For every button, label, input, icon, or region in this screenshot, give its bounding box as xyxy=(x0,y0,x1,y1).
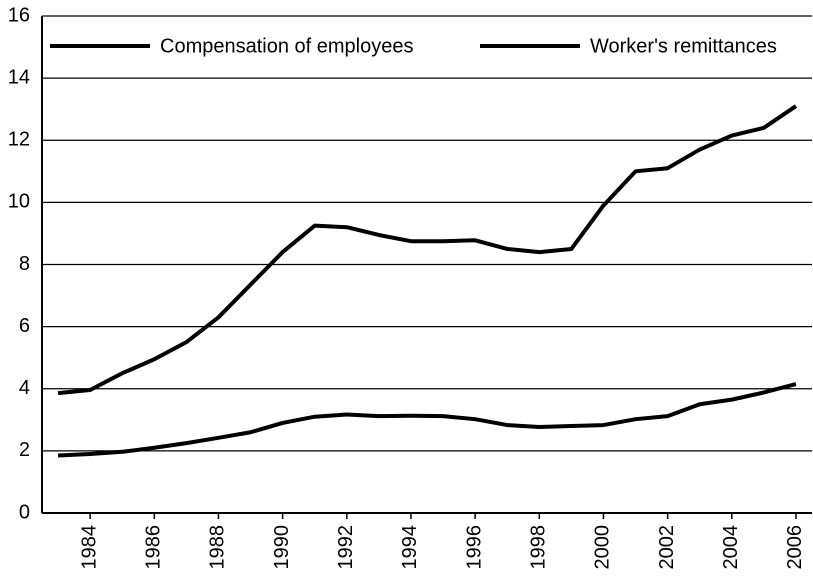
x-tick-label: 2004 xyxy=(720,525,742,570)
y-tick-label: 16 xyxy=(8,4,30,26)
x-tick-label: 1984 xyxy=(78,525,100,570)
legend-label: Compensation of employees xyxy=(160,35,413,57)
x-tick-label: 1988 xyxy=(207,525,229,570)
y-tick-label: 4 xyxy=(19,377,30,399)
x-tick-label: 1990 xyxy=(271,525,293,570)
x-tick-label: 1986 xyxy=(143,525,165,570)
y-tick-label: 8 xyxy=(19,253,30,275)
x-tick-label: 1998 xyxy=(528,525,550,570)
y-tick-label: 6 xyxy=(19,315,30,337)
line xyxy=(57,104,798,396)
legend-box xyxy=(46,32,808,62)
x-tick-label: 1996 xyxy=(463,525,485,570)
y-tick-label: 14 xyxy=(8,66,30,88)
x-tick-label: 2002 xyxy=(656,525,678,570)
x-tick-label: 1992 xyxy=(335,525,357,570)
y-tick-label: 12 xyxy=(8,129,30,151)
line xyxy=(57,382,797,458)
x-tick-label: 2006 xyxy=(784,525,806,570)
y-tick-label: 2 xyxy=(19,439,30,461)
legend-label: Worker's remittances xyxy=(590,35,777,57)
y-tick-label: 10 xyxy=(8,191,30,213)
x-tick-label: 1994 xyxy=(399,525,421,570)
x-tick-label: 2000 xyxy=(592,525,614,570)
y-tick-label: 0 xyxy=(19,501,30,523)
